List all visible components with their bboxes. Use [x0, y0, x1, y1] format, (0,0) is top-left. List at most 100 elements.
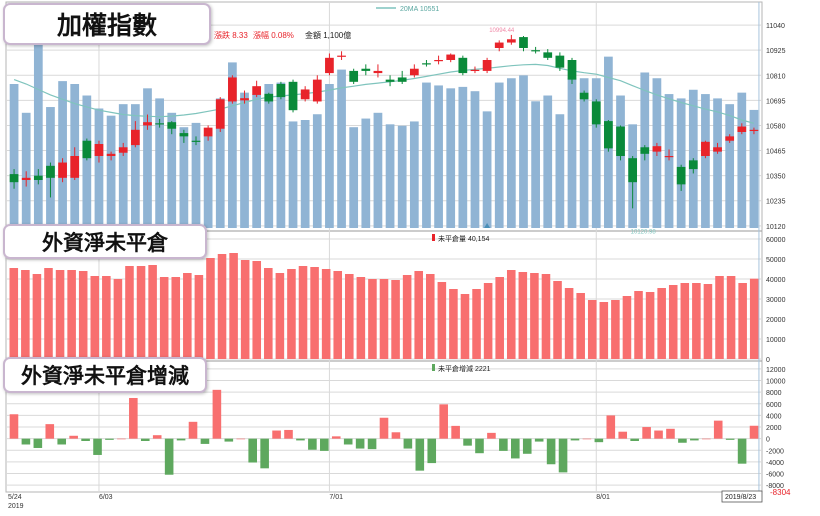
y-tick-label: 11040 [766, 23, 785, 30]
candle-up [21, 177, 31, 180]
oi-change-bar-negative [403, 438, 413, 449]
open-interest-bar [379, 279, 389, 359]
panel-title-open-interest-change: 外資淨未平倉增減 [3, 357, 207, 393]
volume-bar [482, 111, 492, 228]
open-interest-bar [333, 271, 343, 359]
candle-up [203, 127, 213, 137]
candle-up [482, 60, 492, 71]
volume-bar [555, 114, 565, 228]
volume-bar [167, 112, 177, 228]
open-interest-bar [715, 276, 724, 359]
open-interest-bar [564, 288, 574, 359]
volume-bar [494, 82, 504, 228]
volume-bar [664, 94, 674, 228]
oi-change-bar-negative [558, 438, 568, 473]
oi-change-bar-positive [379, 417, 389, 439]
candle-down [531, 50, 540, 52]
oi-change-bar-positive [284, 429, 293, 439]
oi-change-bar-positive [666, 428, 675, 439]
open-interest-bar [587, 300, 597, 359]
open-interest-bar [55, 270, 65, 359]
volume-bar [179, 127, 189, 228]
volume-bar [130, 104, 140, 228]
candle-up [70, 156, 80, 178]
oi-change-bar-negative [200, 438, 210, 444]
volume-bar [737, 92, 747, 228]
oi-legend-swatch [432, 234, 435, 241]
candle-down [616, 126, 625, 156]
candle-down [33, 175, 43, 180]
y-tick-label: 50000 [766, 257, 786, 264]
oi-change-bar-negative [164, 438, 174, 475]
oi-change-bar-positive [439, 404, 448, 439]
y-tick-label: 10465 [766, 149, 786, 156]
y-tick-label: -6000 [766, 472, 784, 479]
volume-bar [337, 69, 346, 228]
volume-bar [155, 98, 164, 229]
oi-change-bar-negative [427, 438, 437, 464]
candle-down [676, 166, 686, 185]
candle-down [349, 70, 359, 82]
candle-down [288, 81, 298, 111]
candle-down [264, 93, 274, 102]
open-interest-bar [90, 276, 100, 359]
candle-up [312, 79, 322, 102]
y-tick-label: 10000 [766, 379, 786, 386]
oi-change-bar-positive [9, 414, 19, 439]
candle-down [397, 77, 407, 82]
volume-bar [409, 121, 419, 228]
y-tick-label: 12000 [766, 367, 786, 374]
candle-up [373, 70, 383, 74]
panel-title-open-interest: 外資淨未平倉 [3, 224, 207, 259]
open-interest-bar [287, 269, 296, 359]
candle-up [446, 54, 456, 60]
candle-down [519, 37, 528, 48]
oi-change-bar-positive [451, 425, 460, 439]
open-interest-bar [599, 302, 609, 359]
open-interest-bar [206, 258, 215, 359]
oi-change-bar-positive [152, 435, 162, 439]
open-interest-bar [148, 265, 157, 359]
oichg-legend-swatch [432, 364, 435, 371]
y-tick-label: 6000 [766, 402, 782, 409]
oi-change-bar-negative [81, 438, 90, 441]
y-tick-label: 10580 [766, 123, 786, 130]
volume-bar [203, 134, 213, 228]
oi-change-bar-positive [642, 427, 651, 439]
oi-change-bar-positive [606, 415, 616, 439]
volume-bar [300, 120, 310, 228]
open-interest-bar [264, 268, 273, 359]
open-interest-bar [78, 271, 88, 359]
open-interest-bar [368, 279, 377, 359]
oi-change-bar-positive [272, 430, 281, 439]
open-interest-bar [749, 278, 759, 359]
open-interest-bar [159, 277, 169, 359]
candle-up [130, 129, 140, 146]
oi-change-bar-negative [260, 438, 269, 469]
oi-change-bar-negative [630, 438, 639, 441]
oi-change-bar-positive [618, 431, 628, 439]
open-interest-bar [32, 274, 42, 359]
candle-down [422, 63, 431, 65]
candle-down [458, 57, 468, 74]
volume-bar [543, 95, 553, 229]
candle-up [215, 99, 225, 129]
oi-change-bar-negative [224, 438, 234, 442]
candle-up [652, 146, 662, 152]
y-tick-label: 0 [766, 437, 770, 444]
open-interest-bar [472, 289, 481, 359]
volume-bar [94, 108, 104, 228]
volume-bar [9, 84, 19, 228]
volume-bar [143, 88, 152, 228]
open-interest-bar [518, 272, 528, 359]
volume-bar [446, 88, 456, 228]
volume-bar [676, 98, 686, 229]
oi-change-bar-positive [188, 421, 198, 439]
oi-change-bar-positive [654, 430, 663, 439]
candle-up [434, 60, 443, 62]
candle-down [543, 52, 553, 58]
candle-up [470, 69, 480, 72]
oi-change-bar-positive [212, 389, 222, 439]
volume-bar [385, 124, 395, 228]
